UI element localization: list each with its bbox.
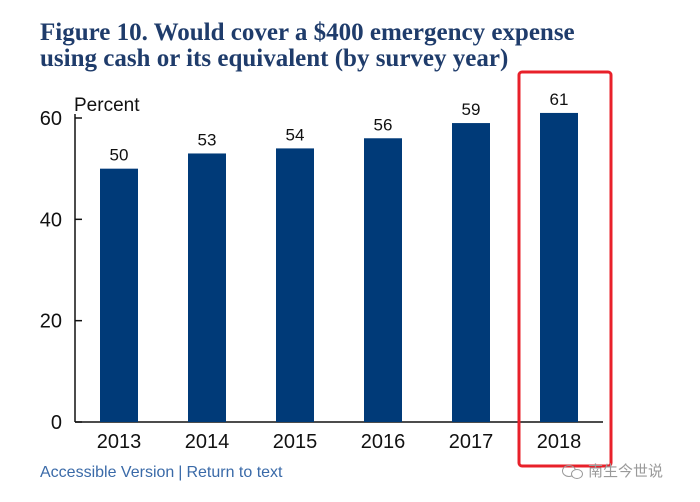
- y-tick-label: 20: [40, 311, 62, 333]
- data-label-2014: 53: [198, 130, 217, 149]
- data-label-2015: 54: [286, 125, 305, 144]
- y-axis-label: Percent: [74, 95, 140, 116]
- data-label-2016: 56: [374, 115, 393, 134]
- bar-2018: [540, 112, 578, 422]
- footer-separator: |: [178, 464, 183, 481]
- x-tick-label-2013: 2013: [97, 431, 142, 453]
- x-tick-label-2018: 2018: [537, 431, 582, 453]
- chart-title-line-2: using cash or its equivalent (by survey …: [40, 45, 509, 72]
- watermark-text: 南生今世说: [588, 463, 664, 480]
- accessible-version-link[interactable]: Accessible Version: [40, 464, 175, 481]
- y-tick-label: 40: [40, 209, 62, 231]
- chart-axes: [74, 70, 613, 468]
- bar-2013: [100, 168, 138, 422]
- bar-2014: [188, 153, 226, 422]
- bar-2015: [276, 148, 314, 422]
- watermark: 南生今世说: [562, 460, 663, 481]
- wechat-icon: [562, 463, 584, 479]
- chart-labels: Percent 0 20 40 60 50 2013 53 2014 54 2015 56 2016 59…: [40, 90, 582, 453]
- bar-2016: [364, 138, 402, 422]
- y-tick-label: 0: [51, 412, 62, 434]
- x-tick-label-2016: 2016: [361, 431, 406, 453]
- return-to-text-link[interactable]: Return to text: [186, 464, 283, 481]
- x-tick-label-2015: 2015: [273, 431, 318, 453]
- chart-title: Figure 10. Would cover a $400 emergency …: [40, 20, 680, 72]
- chart-title-line-1: Figure 10. Would cover a $400 emergency …: [40, 19, 575, 46]
- x-tick-label-2017: 2017: [449, 431, 494, 453]
- chart-bars: [100, 112, 578, 423]
- data-label-2013: 50: [110, 146, 129, 165]
- bar-2017: [452, 123, 490, 423]
- x-tick-label-2014: 2014: [185, 431, 230, 453]
- footer-links: Accessible Version | Return to text: [40, 464, 283, 482]
- data-label-2018: 61: [550, 90, 569, 109]
- y-tick-label: 60: [40, 108, 62, 130]
- data-label-2017: 59: [462, 100, 481, 119]
